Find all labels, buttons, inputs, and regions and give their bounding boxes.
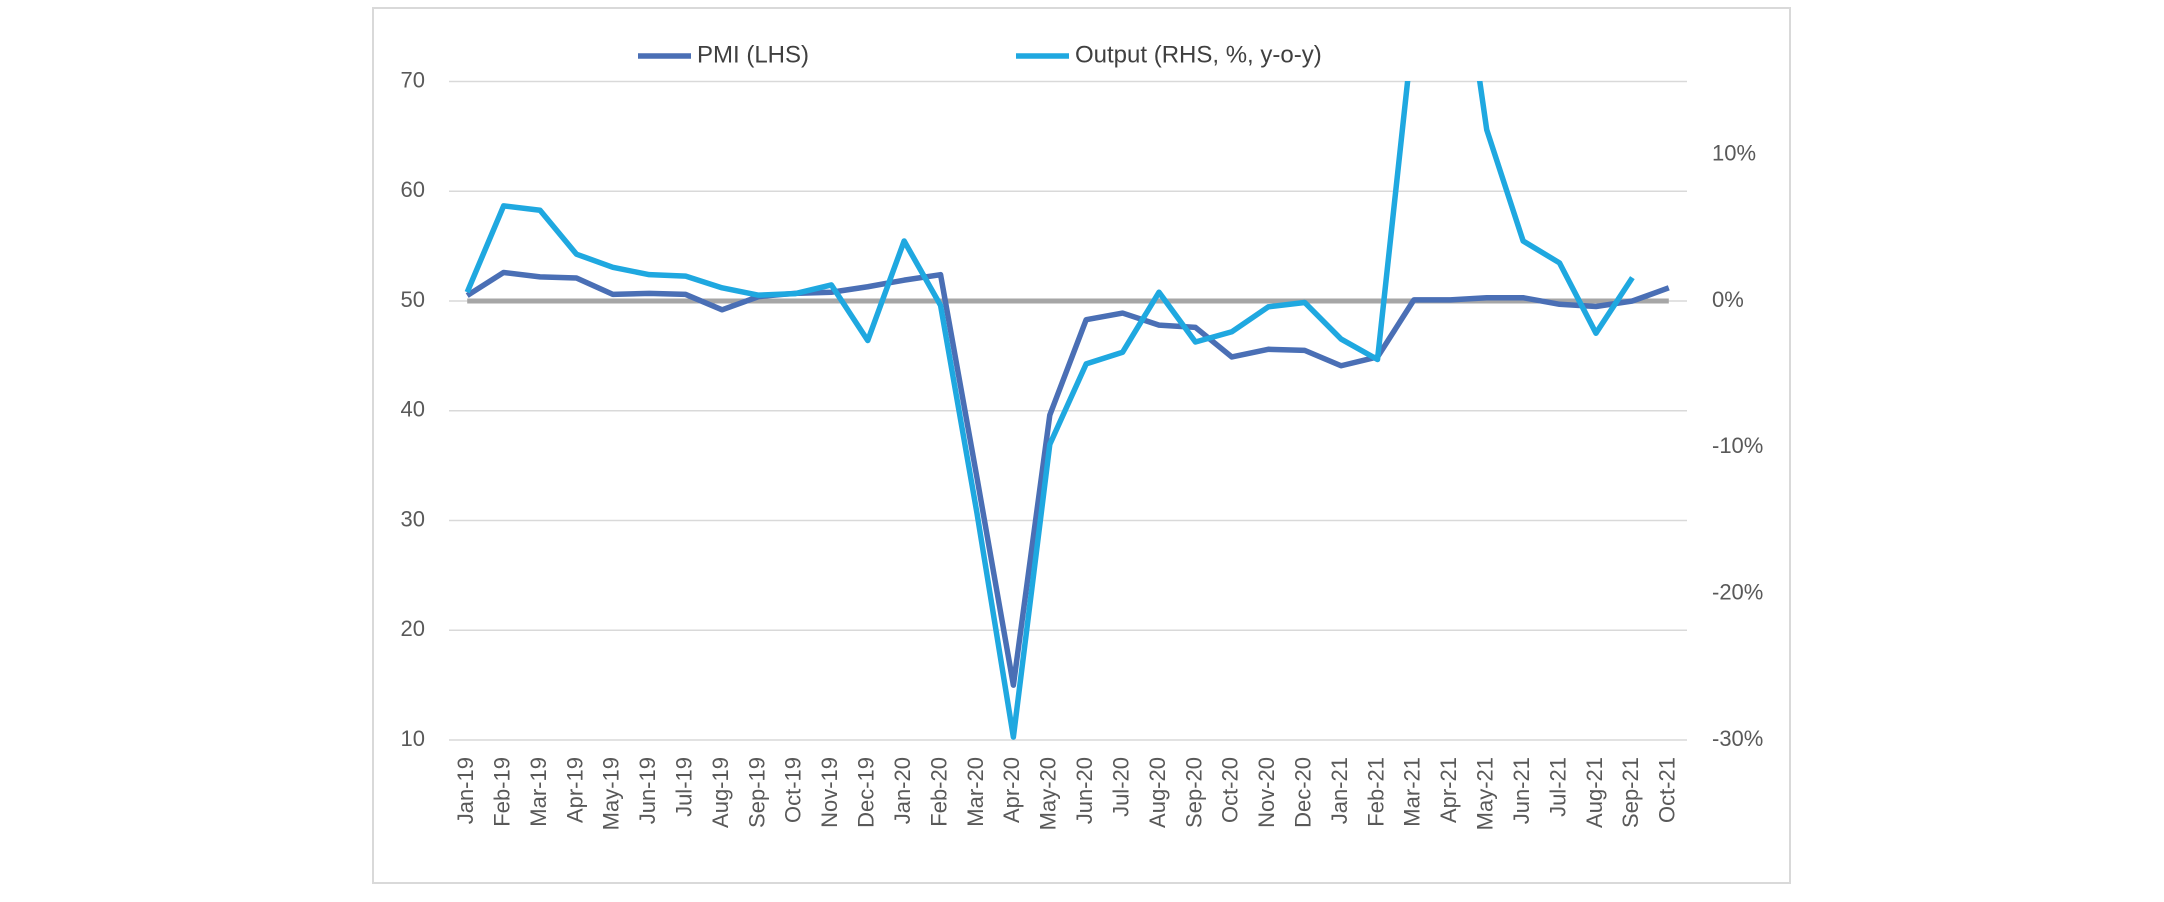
x-tick-label: Oct-21 [1655, 757, 1680, 823]
x-tick-label: Aug-21 [1582, 757, 1607, 828]
x-tick-label: Oct-20 [1218, 757, 1243, 823]
x-tick-label: Mar-20 [963, 757, 988, 827]
x-tick-label: Sep-19 [744, 757, 769, 828]
y-tick-label: 20 [401, 616, 425, 641]
y2-tick-label: 10% [1712, 140, 1756, 165]
x-tick-label: Jun-20 [1072, 757, 1097, 824]
x-tick-label: Mar-19 [526, 757, 551, 827]
y2-tick-label: 0% [1712, 287, 1744, 312]
x-tick-label: Jun-19 [635, 757, 660, 824]
x-tick-label: May-20 [1036, 757, 1061, 830]
y-tick-label: 10 [401, 726, 425, 751]
x-tick-label: Sep-20 [1181, 757, 1206, 828]
x-tick-label: May-19 [599, 757, 624, 830]
x-tick-label: Sep-21 [1618, 757, 1643, 828]
x-tick-label: Mar-21 [1400, 757, 1425, 827]
x-tick-label: Apr-20 [999, 757, 1024, 823]
legend-label: Output (RHS, %, y-o-y) [1075, 41, 1322, 68]
x-tick-label: Feb-20 [926, 757, 951, 827]
x-tick-label: Nov-19 [817, 757, 842, 828]
y-tick-label: 30 [401, 506, 425, 531]
plot-area [464, 81, 1670, 740]
y-tick-label: 40 [401, 397, 425, 422]
x-tick-label: Jul-21 [1545, 757, 1570, 817]
x-tick-label: May-21 [1473, 757, 1498, 830]
y-tick-label: 70 [401, 67, 425, 92]
x-tick-label: Jul-20 [1108, 757, 1133, 817]
x-tick-label: Jul-19 [671, 757, 696, 817]
y2-tick-label: -10% [1712, 433, 1763, 458]
x-tick-label: Jan-21 [1327, 757, 1352, 824]
x-tick-label: Aug-19 [708, 757, 733, 828]
legend-label: PMI (LHS) [697, 41, 809, 68]
x-tick-label: Jun-21 [1509, 757, 1534, 824]
series-line [465, 269, 1670, 688]
x-tick-label: Aug-20 [1145, 757, 1170, 828]
x-tick-label: Oct-19 [781, 757, 806, 823]
y2-tick-label: -30% [1712, 726, 1763, 751]
chart-border [372, 7, 1791, 884]
labels: 10 20 30 40 50 60 70 -30% -20% -10% 0% 10% Jan-19 Feb… [401, 67, 1764, 830]
x-tick-label: Dec-20 [1290, 757, 1315, 828]
x-tick-label: Feb-19 [489, 757, 514, 827]
x-tick-label: Apr-21 [1436, 757, 1461, 823]
x-tick-label: Apr-19 [562, 757, 587, 823]
x-tick-label: Jan-19 [453, 757, 478, 824]
y-tick-label: 50 [401, 287, 425, 312]
x-tick-label: Jan-20 [890, 757, 915, 824]
y2-tick-label: -20% [1712, 579, 1763, 604]
x-tick-label: Feb-21 [1363, 757, 1388, 827]
legend: PMI (LHS) Output (RHS, %, y-o-y) [638, 41, 1322, 68]
x-tick-label: Nov-20 [1254, 757, 1279, 828]
x-tick-label: Dec-19 [854, 757, 879, 828]
series-line [464, 81, 1635, 740]
y-tick-label: 60 [401, 177, 425, 202]
